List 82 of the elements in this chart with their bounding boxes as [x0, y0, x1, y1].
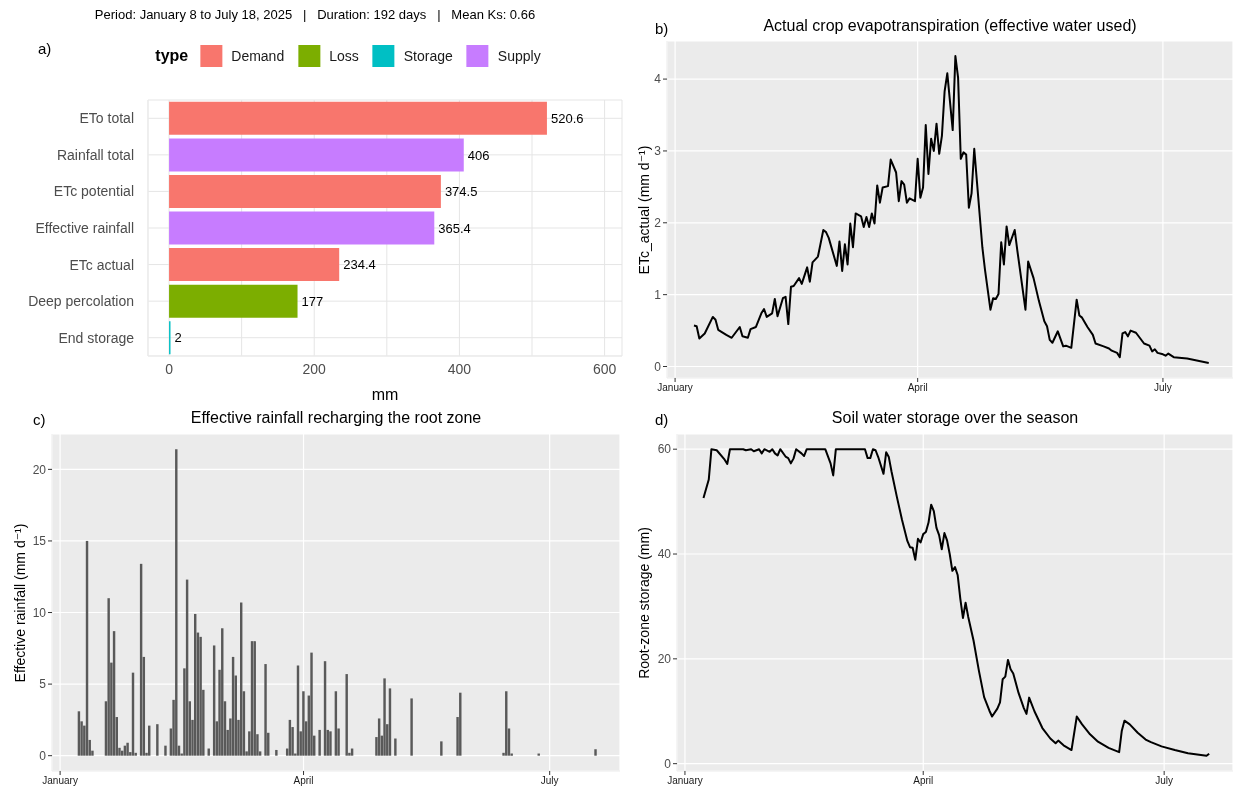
data-label: 2 — [174, 330, 182, 346]
text: d) — [655, 411, 669, 428]
y-tick-label: 2 — [654, 216, 662, 231]
y-axis-title: Root-zone storage (mm) — [636, 526, 652, 679]
x-tick-label: January — [42, 775, 78, 787]
y-tick-label: End storage — [58, 329, 135, 346]
x-tick-label: April — [293, 775, 314, 787]
y-tick-label: ETo total — [79, 110, 134, 127]
bar — [169, 284, 298, 318]
line-series — [702, 448, 1211, 757]
text: a) — [38, 40, 52, 57]
x-tick-label: 0 — [165, 360, 174, 377]
y-tick-label: 20 — [32, 462, 47, 477]
y-tick-label: 4 — [654, 72, 662, 87]
line-series — [692, 55, 1210, 364]
x-tick-label: 600 — [592, 360, 617, 377]
y-tick-label: ETc potential — [53, 183, 134, 200]
y-axis-title: Effective rainfall (mm d⁻¹) — [12, 523, 28, 682]
y-tick-label: 40 — [657, 547, 672, 562]
x-tick-label: 200 — [302, 360, 327, 377]
legend-label: Supply — [497, 48, 541, 64]
data-label: 234.4 — [343, 257, 376, 273]
text: c) — [33, 411, 46, 428]
x-tick-label: 400 — [447, 360, 472, 377]
x-tick-label: July — [1155, 775, 1174, 787]
bar — [169, 101, 547, 135]
chart-title: Soil water storage over the season — [831, 409, 1079, 427]
y-tick-label: 15 — [32, 534, 47, 549]
bar — [169, 138, 464, 172]
x-tick-label: January — [657, 382, 693, 394]
chart-title: Period: January 8 to July 18, 2025 | Duration: 192 days | Mean Ks: 0.66 — [94, 7, 536, 22]
y-tick-label: 0 — [664, 756, 672, 771]
bar — [107, 598, 110, 756]
bar — [310, 652, 313, 756]
data-label: 406 — [467, 147, 490, 163]
y-axis-title: ETc_actual (mm d⁻¹) — [636, 145, 652, 274]
bar — [164, 745, 167, 756]
text: b) — [655, 20, 669, 37]
x-axis-title: mm — [371, 386, 399, 403]
bar — [440, 741, 443, 756]
y-tick-label: ETc actual — [69, 256, 134, 273]
data-label: 374.5 — [444, 184, 478, 200]
x-tick-label: January — [667, 775, 703, 787]
bar — [345, 674, 348, 756]
bar — [156, 724, 159, 756]
bar — [383, 678, 386, 756]
x-tick-label: April — [907, 382, 928, 394]
x-tick-label: July — [1154, 382, 1172, 394]
legend-label: Storage — [403, 48, 453, 64]
bar — [169, 248, 340, 282]
y-tick-label: Effective rainfall — [35, 219, 134, 236]
data-label: 520.6 — [550, 110, 584, 126]
bar — [275, 749, 278, 756]
y-tick-label: 0 — [39, 748, 47, 763]
data-label: 365.4 — [438, 220, 471, 236]
y-tick-label: 60 — [657, 442, 672, 457]
chart-title: Effective rainfall recharging the root zone — [190, 409, 482, 427]
y-tick-label: 3 — [654, 144, 662, 159]
bar — [594, 749, 597, 756]
y-tick-label: Deep percolation — [28, 293, 134, 310]
y-tick-label: 20 — [657, 652, 672, 667]
y-tick-label: 10 — [32, 605, 47, 620]
bar — [169, 211, 435, 245]
bar — [169, 174, 441, 208]
bar — [410, 698, 413, 756]
chart-title: Actual crop evapotranspiration (effective water used) — [763, 17, 1137, 35]
bar — [302, 691, 305, 756]
y-tick-label: Rainfall total — [56, 146, 134, 163]
legend-title: type — [155, 47, 189, 65]
bar — [394, 738, 397, 756]
x-tick-label: July — [540, 775, 559, 787]
data-label: 177 — [301, 293, 324, 309]
bar — [459, 692, 462, 756]
bar — [318, 729, 321, 756]
y-tick-label: 5 — [39, 677, 47, 692]
y-tick-label: 1 — [654, 287, 662, 302]
bar — [175, 449, 178, 756]
legend-label: Demand — [231, 48, 285, 64]
x-tick-label: April — [913, 775, 934, 787]
bar — [264, 664, 267, 756]
legend-label: Loss — [329, 48, 359, 64]
bar — [199, 636, 202, 756]
